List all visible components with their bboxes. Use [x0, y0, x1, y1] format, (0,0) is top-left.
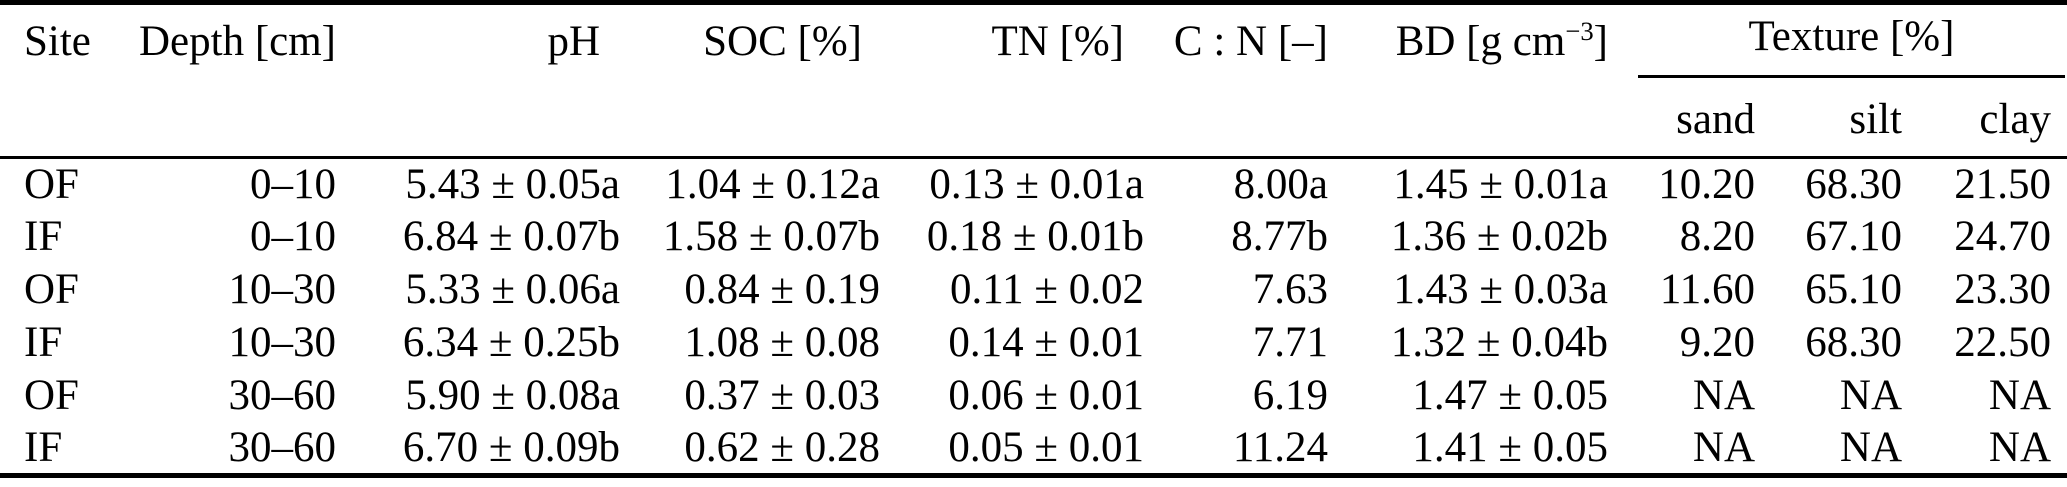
col-header-site: Site	[0, 2, 115, 159]
cell-sand: 10.20	[1658, 160, 1755, 208]
cell-cn: 6.19	[1252, 371, 1328, 419]
cell-sand: NA	[1692, 371, 1755, 419]
cell-tn: 0.18 ± 0.01b	[926, 212, 1144, 260]
cell-bd: 1.41 ± 0.05	[1412, 423, 1608, 471]
cell-sand: NA	[1692, 423, 1755, 471]
col-header-clay: clay	[1906, 78, 2067, 159]
cell-cn: 11.24	[1232, 423, 1328, 471]
cell-tn: 0.05 ± 0.01	[948, 423, 1144, 471]
cell-site: IF	[24, 212, 63, 260]
col-header-tn: TN [%]	[882, 2, 1144, 159]
cell-bd: 1.45 ± 0.01a	[1393, 160, 1608, 208]
cell-sand: 8.20	[1679, 212, 1755, 260]
cell-site: OF	[24, 160, 79, 208]
cell-silt: 65.10	[1805, 265, 1902, 313]
col-header-soc: SOC [%]	[620, 2, 882, 159]
cell-depth: 30–60	[228, 423, 337, 471]
table-row: OF 30–60 5.90 ± 0.08a 0.37 ± 0.03 0.06 ±…	[0, 369, 2067, 422]
cell-site: OF	[24, 371, 79, 419]
cell-ph: 5.43 ± 0.05a	[405, 160, 620, 208]
cell-tn: 0.13 ± 0.01a	[929, 160, 1144, 208]
header-row-main: Site Depth [cm] pH SOC [%] TN [%] C : N …	[0, 2, 2067, 159]
table-row: IF 0–10 6.84 ± 0.07b 1.58 ± 0.07b 0.18 ±…	[0, 210, 2067, 263]
cell-depth: 30–60	[228, 371, 337, 419]
cell-clay: NA	[1988, 423, 2051, 471]
table-row: OF 0–10 5.43 ± 0.05a 1.04 ± 0.12a 0.13 ±…	[0, 157, 2067, 210]
header-row-sub: sand silt clay	[0, 78, 2067, 159]
cell-cn: 8.77b	[1231, 212, 1328, 260]
col-header-sand: sand	[1610, 78, 1758, 159]
cell-bd: 1.47 ± 0.05	[1412, 371, 1608, 419]
cell-ph: 6.84 ± 0.07b	[402, 212, 620, 260]
cell-site: OF	[24, 265, 79, 313]
cell-silt: NA	[1839, 423, 1902, 471]
texture-group-label: Texture [%]	[1748, 13, 1955, 61]
table-row: IF 30–60 6.70 ± 0.09b 0.62 ± 0.28 0.05 ±…	[0, 422, 2067, 475]
cell-cn: 7.63	[1252, 265, 1328, 313]
col-header-depth: Depth [cm]	[115, 2, 340, 159]
texture-group-underline: Texture [%]	[1638, 5, 2065, 78]
cell-silt: NA	[1839, 371, 1902, 419]
col-header-texture-group: Texture [%]	[1610, 3, 2067, 78]
table-row: IF 10–30 6.34 ± 0.25b 1.08 ± 0.08 0.14 ±…	[0, 316, 2067, 369]
cell-sand: 11.60	[1659, 265, 1755, 313]
cell-soc: 1.58 ± 0.07b	[662, 212, 880, 260]
cell-clay: 22.50	[1954, 318, 2051, 366]
cell-ph: 6.34 ± 0.25b	[402, 318, 620, 366]
col-header-ph: pH	[340, 2, 620, 159]
cell-soc: 1.04 ± 0.12a	[665, 160, 880, 208]
cell-silt: 68.30	[1805, 160, 1902, 208]
cell-clay: 21.50	[1954, 160, 2051, 208]
cell-bd: 1.43 ± 0.03a	[1393, 265, 1608, 313]
cell-soc: 1.08 ± 0.08	[684, 318, 880, 366]
bd-exponent: −3	[1565, 16, 1594, 47]
cell-ph: 5.33 ± 0.06a	[405, 265, 620, 313]
table-header: Site Depth [cm] pH SOC [%] TN [%] C : N …	[0, 2, 2067, 159]
cell-tn: 0.11 ± 0.02	[949, 265, 1144, 313]
cell-bd: 1.32 ± 0.04b	[1390, 318, 1608, 366]
cell-silt: 67.10	[1805, 212, 1902, 260]
cell-tn: 0.06 ± 0.01	[948, 371, 1144, 419]
col-header-cn: C : N [–]	[1144, 2, 1328, 159]
cell-tn: 0.14 ± 0.01	[948, 318, 1144, 366]
cell-site: IF	[24, 423, 63, 471]
cell-clay: 23.30	[1954, 265, 2051, 313]
cell-clay: NA	[1988, 371, 2051, 419]
cell-soc: 0.37 ± 0.03	[684, 371, 880, 419]
cell-cn: 7.71	[1252, 318, 1328, 366]
cell-depth: 0–10	[250, 160, 336, 208]
cell-cn: 8.00a	[1233, 160, 1328, 208]
cell-bd: 1.36 ± 0.02b	[1390, 212, 1608, 260]
cell-depth: 10–30	[228, 318, 337, 366]
cell-ph: 6.70 ± 0.09b	[402, 423, 620, 471]
col-header-silt: silt	[1758, 78, 1906, 159]
cell-site: IF	[24, 318, 63, 366]
cell-ph: 5.90 ± 0.08a	[405, 371, 620, 419]
cell-silt: 68.30	[1805, 318, 1902, 366]
col-header-bd: BD [g cm−3]	[1328, 2, 1610, 159]
cell-clay: 24.70	[1954, 212, 2051, 260]
bd-unit-suffix: ]	[1593, 18, 1608, 65]
cell-depth: 0–10	[250, 212, 336, 260]
cell-depth: 10–30	[228, 265, 337, 313]
bd-unit-prefix: BD [g cm	[1395, 18, 1566, 65]
cell-soc: 0.84 ± 0.19	[684, 265, 880, 313]
cell-soc: 0.62 ± 0.28	[684, 423, 880, 471]
table-row: OF 10–30 5.33 ± 0.06a 0.84 ± 0.19 0.11 ±…	[0, 263, 2067, 316]
table-body: OF 0–10 5.43 ± 0.05a 1.04 ± 0.12a 0.13 ±…	[0, 157, 2067, 475]
cell-sand: 9.20	[1679, 318, 1755, 366]
